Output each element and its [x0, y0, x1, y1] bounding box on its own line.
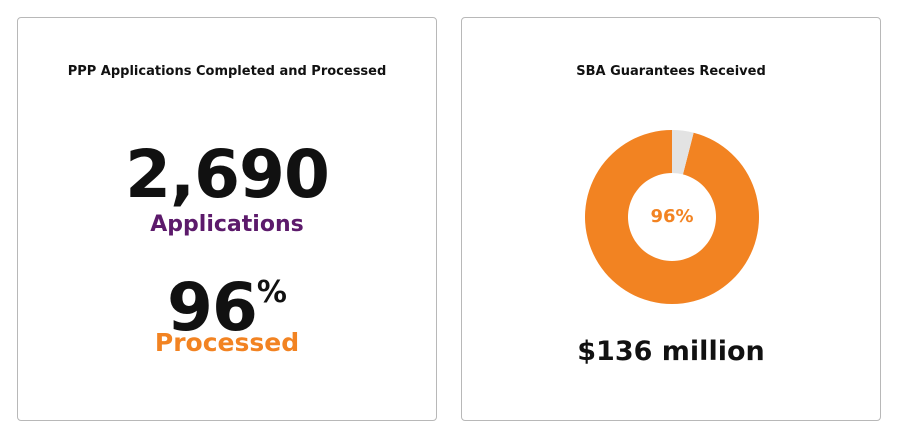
processed-percent-value: 96 — [167, 269, 258, 346]
processed-percent-sign: % — [256, 275, 287, 310]
guarantee-amount: $136 million — [577, 336, 765, 367]
donut-slice-remaining — [672, 130, 694, 175]
processed-percent: 96% — [18, 258, 436, 343]
applications-label: Applications — [150, 212, 304, 237]
guarantees-card-title: SBA Guarantees Received — [576, 64, 766, 79]
processed-label: Processed — [154, 328, 300, 357]
applications-card: PPP Applications Completed and Processed… — [17, 17, 437, 421]
guarantees-card: SBA Guarantees Received 96% $136 million — [461, 17, 881, 421]
donut-slice-received — [585, 130, 759, 304]
applications-count: 2,690 — [125, 136, 330, 213]
applications-card-title: PPP Applications Completed and Processed — [67, 64, 387, 79]
guarantees-donut-chart: 96% — [584, 129, 760, 305]
donut-center-label: 96% — [650, 206, 694, 227]
donut-svg — [585, 130, 759, 304]
